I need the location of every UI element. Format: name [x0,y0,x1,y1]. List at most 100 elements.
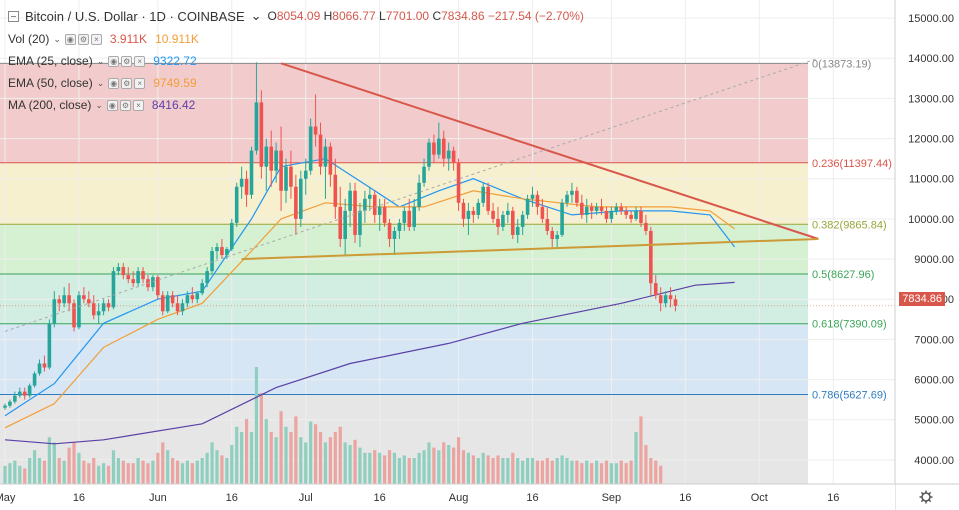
last-price-tag: 7834.86 [899,292,945,306]
trendline-descending[interactable] [280,62,819,240]
close-icon[interactable]: × [90,33,102,45]
candle-body [210,251,214,272]
indicator-name[interactable]: Vol (20) [8,32,50,46]
candle-body [13,395,17,402]
gear-icon-tooth [920,499,924,503]
volume-bar [456,437,461,484]
volume-bar [338,426,342,484]
symbol-title[interactable]: Bitcoin / U.S. Dollar · 1D · COINBASE [25,8,245,24]
candle-body [594,206,599,211]
candle-body [175,303,180,312]
close-icon[interactable]: × [134,77,146,89]
candle-body [234,186,239,223]
settings-icon[interactable]: ⚙ [121,55,133,67]
close-icon[interactable]: × [132,99,144,111]
indicator-legend[interactable]: EMA (25, close) ⌄ ◉ ⚙ × 9322.72 [8,54,197,68]
symbol-header[interactable]: Bitcoin / U.S. Dollar · 1D · COINBASE ⌄ … [8,8,584,24]
candle-body [32,373,37,386]
trendline-fib-diag[interactable] [4,57,819,332]
indicator-legend[interactable]: EMA (50, close) ⌄ ◉ ⚙ × 9749.59 [8,76,197,90]
chevron-down-icon[interactable]: ⌄ [53,33,61,44]
volume-bar [516,458,520,484]
volume-bar [560,455,564,484]
settings-icon[interactable]: ⚙ [121,77,133,89]
chevron-down-icon[interactable]: ⌄ [250,8,262,23]
volume-bar [619,460,623,484]
candle-body [303,170,308,179]
chevron-down-icon[interactable]: ⌄ [96,55,105,66]
volume-bar [249,432,254,484]
indicator-name[interactable]: EMA (25, close) [8,54,93,68]
candle-body [437,138,441,155]
candle-body [496,218,500,227]
candle-body [619,206,624,211]
candle-body [239,178,244,187]
candle-body [180,303,185,312]
volume-bar [52,442,56,484]
candle-body [259,102,264,167]
trendline-ascending[interactable] [241,237,819,261]
candle-body [136,271,140,284]
gear-icon-tooth [920,491,924,495]
candles [3,62,678,410]
volume-bar [141,460,145,484]
volume-bar [368,452,372,484]
chevron-down-icon[interactable]: ⌄ [95,99,103,110]
candle-body [294,186,298,219]
indicator-name[interactable]: MA (200, close) [8,98,92,112]
volume-bar [590,463,594,484]
candle-body [649,230,653,284]
candle-body [377,206,382,215]
settings-icon[interactable]: ⚙ [119,99,131,111]
time-tick-label: May [0,492,16,504]
candle-body [82,295,86,300]
volume-bar [244,419,249,484]
candle-body [506,210,510,215]
candle-body [604,210,609,219]
gear-icon[interactable] [919,490,933,504]
indicator-legend[interactable]: MA (200, close) ⌄ ◉ ⚙ × 8416.42 [8,98,195,112]
candle-body [466,210,471,219]
trendlines[interactable] [4,57,819,332]
candle-body [195,293,200,300]
eye-icon[interactable]: ◉ [108,55,120,67]
volume-bar [116,458,120,484]
volume-bar [47,437,51,484]
collapse-icon[interactable] [8,10,19,22]
gear-icon-tooth [928,499,932,503]
candle-body [205,271,209,284]
close-icon[interactable]: × [134,55,146,67]
price-tick-label: 6000.00 [914,375,954,387]
candle-body [96,311,101,316]
candle-body [570,190,574,195]
volume-bar [442,442,446,484]
ema25-line [4,158,736,417]
volume-bar [171,458,175,484]
eye-icon[interactable]: ◉ [64,33,76,45]
price-tick-label: 13000.00 [908,93,954,105]
candle-body [624,210,628,215]
candle-body [77,295,81,328]
volume-bar [304,442,308,484]
volume-bar [126,463,130,484]
candle-body [91,303,96,316]
indicator-legend[interactable]: Vol (20) ⌄ ◉ ⚙ × 3.911K 10.911K [8,32,199,46]
volume-bar [407,458,411,484]
price-tick-label: 9000.00 [914,254,954,266]
volume-bar [521,460,525,484]
eye-icon[interactable]: ◉ [106,99,118,111]
candle-body [229,222,234,250]
volume-bar [23,468,27,484]
indicator-name[interactable]: EMA (50, close) [8,76,93,90]
indicator-value: 10.911K [155,32,199,46]
candle-body [318,134,323,167]
volume-bar [412,458,416,484]
volume-bar [525,458,530,484]
volume-bar [496,455,500,484]
candle-body [402,210,407,223]
candle-body [397,222,402,231]
settings-icon[interactable]: ⚙ [77,33,89,45]
eye-icon[interactable]: ◉ [108,77,120,89]
chevron-down-icon[interactable]: ⌄ [96,77,105,88]
